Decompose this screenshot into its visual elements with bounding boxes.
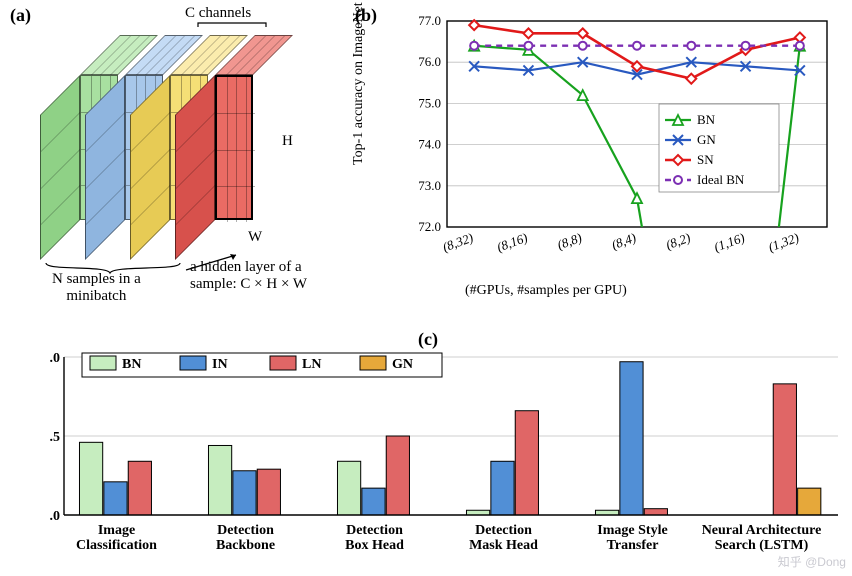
- svg-text:72.0: 72.0: [418, 219, 441, 234]
- c-category-label: Detection Backbone: [181, 523, 310, 554]
- svg-text:75.0: 75.0: [418, 95, 441, 110]
- line-chart-b: 72.0 73.0 74.0 75.0 76.0 77.0 (8,32) (8,16) (8,8…: [405, 15, 835, 265]
- svg-text:73.0: 73.0: [418, 178, 441, 193]
- svg-text:(8,32): (8,32): [441, 230, 476, 255]
- tensor-slab: [175, 35, 335, 180]
- n-samples-label: N samples in a minibatch: [52, 271, 141, 305]
- svg-text:GN: GN: [392, 357, 413, 372]
- panel-c: (c) 0.00.51.0BNINLNGN Image Classificati…: [10, 335, 842, 570]
- svg-text:0.5: 0.5: [50, 430, 60, 445]
- panel-a: (a) C channels H W N samples in a miniba…: [10, 5, 340, 335]
- svg-text:(8,16): (8,16): [495, 230, 530, 255]
- w-label: W: [248, 229, 262, 246]
- c-channels-label: C channels: [185, 5, 251, 22]
- svg-text:BN: BN: [122, 357, 141, 372]
- chart-b-svg: 72.0 73.0 74.0 75.0 76.0 77.0 (8,32) (8,16) (8,8…: [405, 15, 835, 265]
- b-ylabel: Top-1 accuracy on ImageNet: [351, 2, 367, 165]
- svg-text:Ideal BN: Ideal BN: [697, 172, 745, 187]
- svg-text:IN: IN: [212, 357, 228, 372]
- svg-text:1.0: 1.0: [50, 351, 60, 366]
- svg-text:LN: LN: [302, 357, 321, 372]
- svg-text:BN: BN: [697, 112, 716, 127]
- bar-chart-c: 0.0 0.5 1.0 BN IN LN GN: [50, 351, 842, 521]
- svg-text:74.0: 74.0: [418, 137, 441, 152]
- watermark: 知乎 @Dong: [778, 553, 846, 570]
- svg-text:(8,4): (8,4): [609, 230, 638, 253]
- panel-c-label: (c): [418, 329, 438, 350]
- svg-text:76.0: 76.0: [418, 54, 441, 69]
- b-xlabel: (#GPUs, #samples per GPU): [465, 283, 627, 299]
- c-category-label: Image Classification: [52, 523, 181, 554]
- panel-b: (b) 72.073.074.075.076.077.0(8,32)(8,16)…: [355, 5, 845, 335]
- svg-text:0.0: 0.0: [50, 509, 60, 521]
- svg-text:(1,32): (1,32): [766, 230, 801, 255]
- panel-a-label: (a): [10, 5, 31, 26]
- chart-c-svg: 0.0 0.5 1.0 BN IN LN GN: [50, 351, 842, 521]
- svg-text:GN: GN: [697, 132, 716, 147]
- svg-text:SN: SN: [697, 152, 714, 167]
- c-category-label: Detection Box Head: [310, 523, 439, 554]
- c-category-label: Detection Mask Head: [439, 523, 568, 554]
- c-category-label: Neural Architecture Search (LSTM): [697, 523, 826, 554]
- hidden-layer-label: a hidden layer of a sample: C × H × W: [190, 259, 307, 293]
- c-category-label: Image Style Transfer: [568, 523, 697, 554]
- svg-text:77.0: 77.0: [418, 15, 441, 28]
- svg-text:(8,8): (8,8): [555, 230, 584, 253]
- svg-text:(8,2): (8,2): [664, 230, 693, 253]
- svg-text:(1,16): (1,16): [712, 230, 747, 255]
